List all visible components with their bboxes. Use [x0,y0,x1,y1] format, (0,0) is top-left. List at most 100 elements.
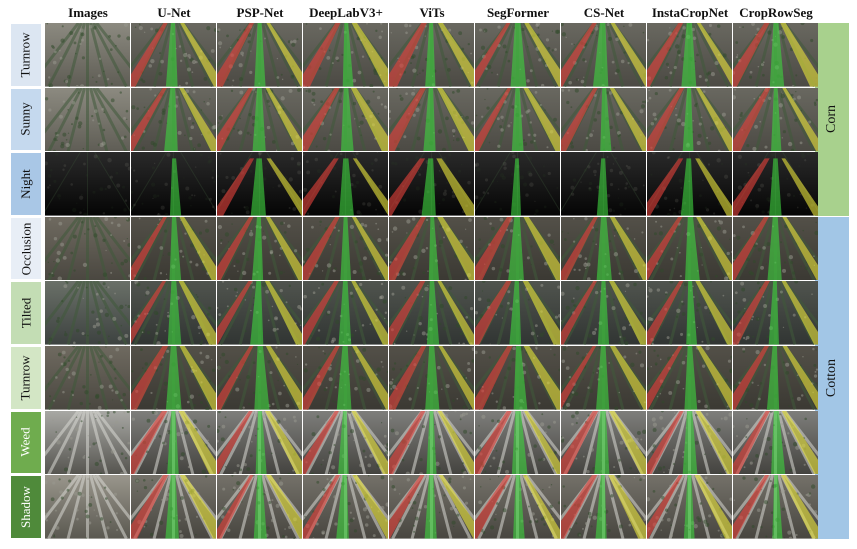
row-label-text: Turnrow [18,32,33,78]
result-image [647,346,732,410]
result-image [647,87,732,152]
result-image [475,152,560,216]
row-label: Turnrow [10,346,42,410]
result-image [475,87,560,152]
result-image [561,346,646,410]
result-image [733,281,818,345]
result-image [733,87,818,152]
result-image [647,475,732,539]
result-image [45,216,130,281]
row-label: Turnrow [10,23,42,87]
result-image [303,216,388,281]
result-image [303,23,388,87]
result-image [131,410,216,475]
result-image [131,87,216,152]
result-image [303,346,388,410]
result-image [475,281,560,345]
result-image [45,475,130,539]
row-label-text: Sunny [18,102,34,137]
result-image [475,410,560,475]
result-image [475,475,560,539]
row-label: Tilted [10,281,42,345]
result-image [733,216,818,281]
column-header: CS-Net [583,5,625,20]
row-label-text: Turnrow [18,355,33,401]
result-image [647,216,732,281]
result-image [561,475,646,539]
result-image [561,152,646,216]
column-header: InstaCropNet [651,5,729,20]
result-image [389,281,474,345]
result-image [217,410,302,475]
result-image [45,87,130,152]
result-image [733,475,818,539]
result-image [131,216,216,281]
result-image [389,216,474,281]
result-image [733,346,818,410]
result-image [389,410,474,475]
result-image [45,346,130,410]
result-image [131,346,216,410]
row-label: Sunny [10,87,42,152]
row-label-text: Weed [18,427,33,458]
group-label-text: Cotton [824,358,839,397]
column-header: Images [68,5,108,20]
result-image [389,346,474,410]
result-image [475,346,560,410]
result-image [561,410,646,475]
group-label: Cotton [815,216,849,539]
row-label: Weed [10,410,42,475]
column-header: PSP-Net [236,5,284,20]
result-image [733,410,818,475]
result-image [733,152,818,216]
result-image [561,216,646,281]
column-header: SegFormer [486,5,550,20]
result-image [475,216,560,281]
result-image [647,410,732,475]
result-image [45,281,130,345]
result-image [45,410,130,475]
row-label: Occlusion [10,216,42,281]
row-label-text: Tilted [18,297,33,329]
result-image [217,281,302,345]
row-label: Shadow [10,475,42,539]
result-image [389,23,474,87]
column-header: CropRowSeg [739,5,813,20]
row-label-text: Occlusion [18,222,33,275]
result-image [561,87,646,152]
result-image [217,87,302,152]
result-image [733,23,818,87]
row-label-text: Night [18,169,33,199]
row-label-text: Shadow [18,486,34,528]
result-image [303,281,388,345]
result-image [389,87,474,152]
result-image [303,87,388,152]
column-header: U-Net [157,5,191,20]
group-label-text: Corn [824,105,839,134]
result-image [561,281,646,345]
result-image [45,23,130,87]
result-image [45,152,130,216]
result-image [217,23,302,87]
result-image [131,281,216,345]
result-image [303,475,388,539]
row-label: Night [10,152,42,216]
result-image [131,23,216,87]
result-image [217,216,302,281]
result-image [647,152,732,216]
group-label: Corn [815,23,849,216]
result-image [131,152,216,216]
result-image [389,475,474,539]
column-header: ViTs [419,5,445,20]
result-image [217,346,302,410]
result-image [303,410,388,475]
result-image [389,152,474,216]
result-image [217,475,302,539]
result-image [217,152,302,216]
result-image [475,23,560,87]
result-image [647,281,732,345]
result-image [561,23,646,87]
result-image [647,23,732,87]
result-image [131,475,216,539]
